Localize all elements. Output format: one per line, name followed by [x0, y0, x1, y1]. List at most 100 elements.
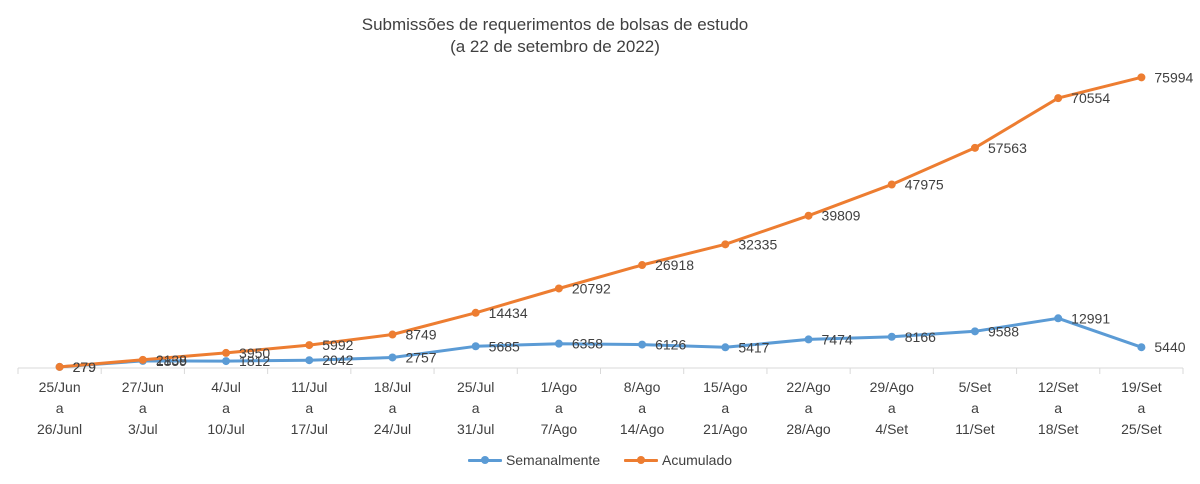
data-label-semanalmente: 2042 — [322, 352, 353, 368]
x-tick-label: 22/Ago — [786, 379, 831, 395]
x-tick-label: a — [721, 400, 729, 416]
x-tick-label: 19/Set — [1121, 379, 1162, 395]
x-tick-label: 18/Jul — [374, 379, 411, 395]
x-tick-label: a — [472, 400, 480, 416]
data-label-acumulado: 2138 — [156, 352, 187, 368]
data-label-acumulado: 57563 — [988, 140, 1027, 156]
data-label-acumulado: 8749 — [405, 327, 436, 343]
x-tick-label: 17/Jul — [291, 421, 328, 437]
data-label-semanalmente: 8166 — [905, 329, 936, 345]
x-tick-label: 8/Ago — [624, 379, 661, 395]
data-label-acumulado: 32335 — [738, 236, 777, 252]
x-tick-label: a — [1054, 400, 1062, 416]
chart-subtitle: (a 22 de setembro de 2022) — [450, 37, 660, 56]
x-tick-label: 4/Jul — [211, 379, 241, 395]
data-label-acumulado: 39809 — [822, 208, 861, 224]
x-tick-label: 26/Junl — [37, 421, 82, 437]
x-tick-label: 15/Ago — [703, 379, 748, 395]
data-point-acumulado — [721, 240, 730, 249]
data-point-semanalmente — [970, 327, 979, 336]
x-tick-label: 11/Jul — [291, 379, 327, 395]
data-label-acumulado: 70554 — [1071, 90, 1110, 106]
x-tick-label: a — [56, 400, 64, 416]
data-point-acumulado — [222, 348, 231, 357]
legend-item-acumulado: Acumulado — [624, 452, 732, 468]
data-point-semanalmente — [305, 356, 314, 365]
legend-label-acumulado: Acumulado — [662, 452, 733, 468]
data-point-acumulado — [305, 341, 314, 350]
data-point-acumulado — [471, 308, 480, 317]
x-tick-label: a — [222, 400, 230, 416]
x-tick-label: 25/Jul — [457, 379, 494, 395]
x-tick-label: a — [971, 400, 979, 416]
legend-swatch-semanalmente — [467, 455, 502, 465]
x-tick-label: 24/Jul — [374, 421, 411, 437]
data-label-semanalmente: 9588 — [988, 323, 1019, 339]
data-label-acumulado: 14434 — [489, 305, 528, 321]
data-label-semanalmente: 5417 — [738, 339, 769, 355]
data-point-semanalmente — [471, 342, 480, 351]
series-line-acumulado — [58, 75, 1143, 369]
data-point-acumulado — [1137, 73, 1146, 82]
data-label-acumulado: 5992 — [322, 337, 353, 353]
data-point-semanalmente — [1054, 314, 1063, 323]
x-tick-label: a — [305, 400, 313, 416]
x-tick-label: 1/Ago — [541, 379, 578, 395]
data-label-acumulado: 26918 — [655, 257, 694, 273]
x-tick-label: 7/Ago — [541, 421, 578, 437]
data-point-acumulado — [970, 143, 979, 152]
data-point-semanalmente — [887, 332, 896, 341]
data-point-semanalmente — [721, 343, 730, 352]
data-point-semanalmente — [638, 340, 647, 349]
data-label-semanalmente: 1812 — [239, 353, 270, 369]
data-point-semanalmente — [1137, 343, 1146, 352]
data-point-acumulado — [55, 362, 64, 371]
x-tick-label: a — [1137, 400, 1145, 416]
x-tick-label: a — [555, 400, 563, 416]
x-tick-label: 18/Set — [1038, 421, 1079, 437]
data-label-semanalmente: 2757 — [405, 349, 436, 365]
x-tick-label: a — [139, 400, 147, 416]
series-line-semanalmente — [58, 316, 1143, 369]
x-tick-label: a — [389, 400, 397, 416]
data-label-acumulado: 20792 — [572, 280, 611, 296]
x-tick-label: 21/Ago — [703, 421, 748, 437]
x-tick-label: 4/Set — [875, 421, 908, 437]
chart-title-main: Submissões de requerimentos de bolsas de… — [361, 15, 749, 34]
data-label-acumulado: 279 — [73, 359, 97, 375]
x-tick-label: 29/Ago — [870, 379, 915, 395]
data-label-acumulado: 75994 — [1154, 69, 1193, 85]
x-tick-label: 12/Set — [1038, 379, 1079, 395]
x-tick-label: 25/Jun — [39, 379, 81, 395]
data-point-acumulado — [554, 284, 563, 293]
x-tick-label: a — [638, 400, 646, 416]
x-tick-label: a — [888, 400, 896, 416]
x-tick-label: 14/Ago — [620, 421, 665, 437]
data-point-semanalmente — [554, 339, 563, 348]
x-tick-label: 3/Jul — [128, 421, 158, 437]
x-tick-label: 27/Jun — [122, 379, 164, 395]
data-point-acumulado — [638, 261, 647, 270]
data-point-acumulado — [1054, 94, 1063, 103]
x-tick-label: 28/Ago — [786, 421, 831, 437]
data-label-acumulado: 3950 — [239, 345, 270, 361]
data-label-semanalmente: 6358 — [572, 336, 603, 352]
x-tick-label: 11/Set — [955, 421, 995, 437]
legend-label-semanalmente: Semanalmente — [505, 452, 601, 468]
data-label-acumulado: 47975 — [905, 176, 944, 192]
chart-legend: Semanalmente Acumulado — [0, 452, 1200, 468]
data-label-semanalmente: 5685 — [489, 338, 520, 354]
x-tick-label: a — [805, 400, 813, 416]
x-tick-label: 5/Set — [959, 379, 992, 395]
x-tick-label: 31/Jul — [457, 421, 494, 437]
data-point-acumulado — [804, 211, 813, 220]
legend-item-semanalmente: Semanalmente — [467, 452, 601, 468]
legend-swatch-acumulado — [624, 455, 658, 465]
data-point-semanalmente — [804, 335, 813, 344]
data-label-semanalmente: 12991 — [1071, 310, 1110, 326]
data-point-semanalmente — [222, 357, 231, 366]
data-point-acumulado — [138, 355, 147, 364]
x-tick-label: 10/Jul — [207, 421, 244, 437]
data-point-acumulado — [388, 330, 397, 339]
